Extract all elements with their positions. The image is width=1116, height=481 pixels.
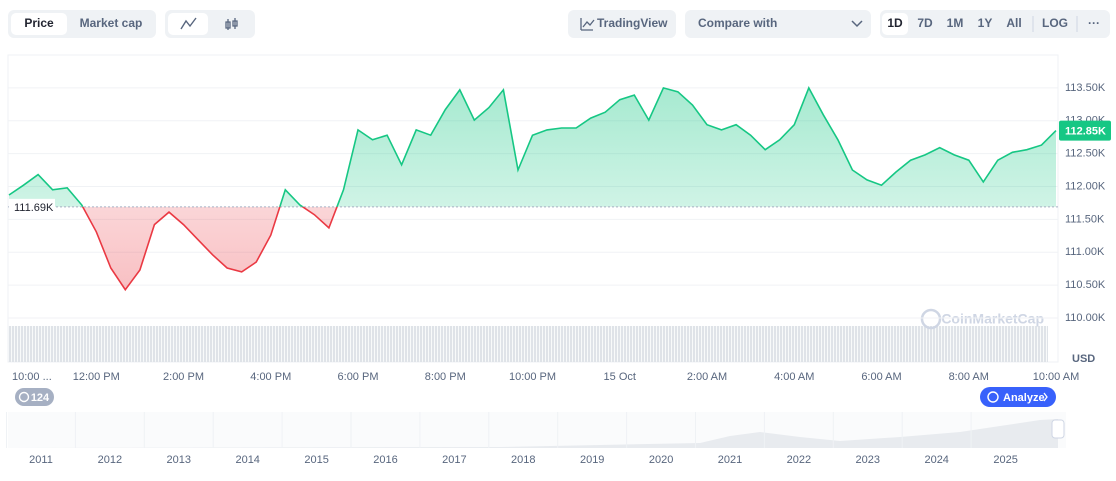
analyze-chevron (1043, 392, 1048, 402)
year-label: 2012 (98, 454, 122, 466)
year-label: 2021 (718, 454, 742, 466)
tradingview-button[interactable] (568, 10, 676, 38)
range[interactable]: 1M (947, 16, 964, 30)
price-line-up (8, 86, 1057, 207)
navigator-handle[interactable] (1051, 419, 1065, 439)
area-up (9, 87, 1056, 207)
x-tick-label: 10:00 AM (1033, 371, 1079, 383)
x-tick-label: 8:00 AM (949, 371, 989, 383)
x-tick-label: 6:00 AM (861, 371, 901, 383)
analyze-button[interactable] (980, 387, 1056, 407)
price-line-down (81, 206, 338, 292)
analyze-icon (987, 391, 999, 403)
year-label: 2020 (649, 454, 673, 466)
x-tick-label: 2:00 AM (687, 371, 727, 383)
compare-label[interactable]: Compare with (698, 16, 777, 30)
year-label: 2013 (167, 454, 191, 466)
baseline-label: 111.69K (14, 202, 54, 214)
x-tick-label: 15 Oct (604, 371, 636, 383)
compare-select[interactable] (685, 10, 871, 38)
range-group (880, 10, 1110, 38)
year-label: 2019 (580, 454, 604, 466)
x-tick-label: 12:00 PM (73, 371, 120, 383)
baseline-label-bg (9, 198, 55, 215)
year-label: 2018 (511, 454, 535, 466)
watermark: CoinMarketCap (941, 311, 1044, 327)
y-tick-label: 112.00K (1065, 180, 1106, 192)
candle-icon[interactable] (225, 18, 238, 30)
button-label[interactable]: TradingView (597, 16, 668, 30)
navigator-area (8, 419, 1058, 448)
volume-bars (8, 326, 1048, 362)
tab-active[interactable] (11, 13, 67, 35)
year-label: 2015 (304, 454, 328, 466)
year-label: 2024 (924, 454, 948, 466)
year-label: 2017 (442, 454, 466, 466)
analyze-label[interactable]: Analyze (1003, 392, 1045, 404)
area-down (9, 206, 1056, 290)
badge-icon (18, 391, 30, 403)
tab[interactable]: Market cap (80, 16, 143, 30)
range-active[interactable] (882, 13, 908, 35)
x-tick-label: 8:00 PM (425, 371, 466, 383)
x-tick-label: 4:00 AM (774, 371, 814, 383)
y-tick-label: 113.50K (1065, 82, 1106, 94)
y-tick-label: 112.50K (1065, 148, 1106, 160)
x-tick-label: 6:00 PM (338, 371, 379, 383)
range[interactable]: 7D (917, 16, 933, 30)
last-price-box (1059, 120, 1111, 141)
x-tick-label: 10:00 PM (509, 371, 556, 383)
more-button[interactable]: ··· (1088, 16, 1100, 30)
watermark-logo (920, 308, 942, 330)
year-label: 2025 (993, 454, 1017, 466)
year-label: 2023 (856, 454, 880, 466)
last-price-label: 112.85K (1065, 126, 1106, 138)
y-tick-label: 111.00K (1065, 246, 1105, 258)
range[interactable]: 1Y (978, 16, 993, 30)
year-label: 2016 (373, 454, 397, 466)
y-tick-label: 111.50K (1065, 213, 1105, 225)
tv-icon (580, 18, 595, 31)
y-tick-label: 110.00K (1065, 312, 1106, 324)
x-tick-label: 4:00 PM (250, 371, 291, 383)
range[interactable]: All (1006, 16, 1021, 30)
year-label: 2022 (787, 454, 811, 466)
line-icon (180, 17, 197, 30)
y-tick-label: 110.50K (1065, 279, 1106, 291)
tab[interactable]: Price (24, 16, 54, 30)
range[interactable]: 1D (887, 16, 903, 30)
badge-count: 124 (31, 392, 50, 404)
currency: USD (1072, 353, 1095, 365)
x-tick-label: 10:00 ... (12, 371, 52, 383)
year-label: 2014 (235, 454, 259, 466)
year-label: 2011 (29, 454, 53, 466)
log-toggle[interactable]: LOG (1042, 16, 1068, 30)
chevron (851, 20, 863, 28)
x-tick-label: 2:00 PM (163, 371, 204, 383)
